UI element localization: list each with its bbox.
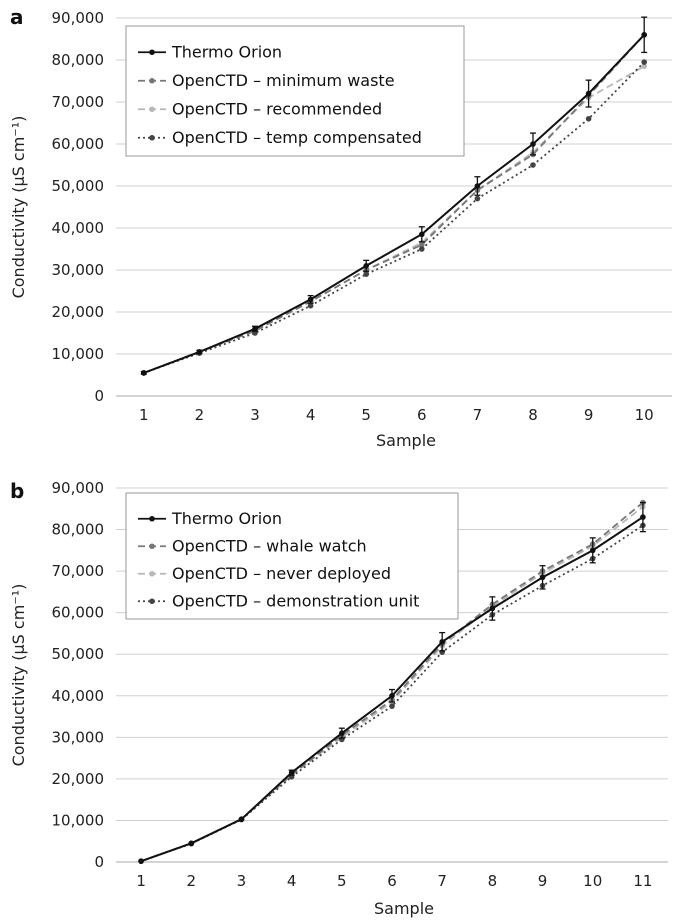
y-tick-label: 30,000 [52, 261, 105, 279]
y-tick-label: 80,000 [52, 521, 105, 539]
chart-panel-b: b 0 10,000 20,000 30,000 40,000 50,000 60,000 70… [9, 479, 668, 918]
legend-marker [149, 598, 155, 605]
data-point [138, 858, 144, 864]
series-line [143, 61, 645, 374]
x-axis-title: Sample [376, 431, 436, 450]
legend-marker [149, 570, 155, 577]
legend-marker [149, 106, 155, 113]
y-tick-label: 50,000 [52, 645, 105, 663]
legend-marker [149, 49, 155, 56]
legend-entry: OpenCTD – recommended [172, 99, 382, 118]
x-tick-label: 11 [633, 872, 652, 890]
x-tick-label: 4 [287, 872, 297, 890]
y-tick-label: 30,000 [52, 728, 105, 746]
x-tick-label: 7 [473, 406, 483, 424]
x-tick-label: 6 [417, 406, 427, 424]
x-tick-label: 9 [538, 872, 548, 890]
legend-box [125, 492, 459, 620]
data-point [419, 246, 425, 252]
data-point [641, 63, 647, 70]
x-tick-label: 6 [387, 872, 397, 890]
y-tick-label: 0 [94, 387, 104, 405]
y-tick-label: 40,000 [52, 687, 105, 705]
data-point [363, 271, 370, 278]
y-tick-label: 10,000 [52, 345, 105, 363]
x-tick-label: 2 [186, 872, 196, 890]
data-point [419, 242, 425, 248]
panel-label: a [10, 5, 24, 29]
x-tick-label: 5 [361, 406, 371, 424]
legend-marker [149, 515, 155, 522]
legend-box [125, 25, 465, 157]
data-point [238, 816, 245, 822]
data-point [641, 59, 647, 65]
y-tick-label: 60,000 [52, 135, 105, 153]
y-tick-label: 20,000 [52, 770, 105, 788]
legend-entry: Thermo Orion [171, 509, 282, 528]
data-point [474, 195, 481, 202]
data-point [307, 302, 314, 309]
legend: Thermo Orion OpenCTD – minimum waste OpenC… [125, 25, 465, 157]
x-tick-label: 9 [584, 406, 594, 424]
x-tick-label: 8 [528, 406, 538, 424]
y-tick-label: 10,000 [52, 811, 105, 829]
y-tick-label: 70,000 [52, 562, 105, 580]
y-tick-label: 50,000 [52, 177, 105, 195]
y-tick-label: 70,000 [52, 93, 105, 111]
legend-entry: OpenCTD – whale watch [172, 536, 367, 555]
y-axis-title: Conductivity (µS cm⁻¹) [9, 116, 28, 299]
x-tick-label: 10 [635, 406, 654, 424]
x-tick-label: 4 [306, 406, 316, 424]
legend-entry: OpenCTD – never deployed [172, 564, 391, 583]
legend-entry: OpenCTD – minimum waste [172, 71, 395, 90]
data-point [389, 703, 395, 709]
x-tick-label: 3 [237, 872, 247, 890]
x-tick-label: 5 [337, 872, 347, 890]
y-tick-label: 0 [94, 853, 104, 871]
legend-entry: OpenCTD – demonstration unit [172, 591, 419, 610]
legend-marker [149, 134, 155, 141]
y-tick-label: 20,000 [52, 303, 105, 321]
y-tick-label: 90,000 [52, 9, 105, 27]
y-tick-label: 40,000 [52, 219, 105, 237]
data-point [530, 162, 536, 168]
x-tick-label: 1 [139, 406, 149, 424]
y-axis-title: Conductivity (µS cm⁻¹) [9, 584, 28, 767]
x-tick-label: 3 [250, 406, 260, 424]
data-point [585, 116, 592, 122]
y-tick-label: 80,000 [52, 51, 105, 69]
x-axis-title: Sample [374, 899, 434, 918]
panel-label: b [10, 479, 24, 503]
y-tick-label: 60,000 [52, 604, 105, 622]
x-tick-label: 2 [195, 406, 205, 424]
x-tick-label: 10 [583, 872, 602, 890]
y-tick-label: 90,000 [52, 479, 105, 497]
series-line [143, 34, 645, 374]
x-tick-label: 8 [488, 872, 498, 890]
chart-panel-a: a 0 10,000 20,000 30,000 40,000 50,000 60,000 70… [9, 5, 672, 450]
legend-marker [149, 77, 155, 84]
legend: Thermo Orion OpenCTD – whale watch OpenCTD… [125, 492, 459, 620]
legend-entry: OpenCTD – temp compensated [172, 128, 422, 147]
x-tick-label: 1 [136, 872, 146, 890]
data-point [188, 840, 195, 847]
legend-marker [149, 543, 155, 550]
x-tick-label: 7 [437, 872, 447, 890]
legend-entry: Thermo Orion [171, 42, 282, 61]
